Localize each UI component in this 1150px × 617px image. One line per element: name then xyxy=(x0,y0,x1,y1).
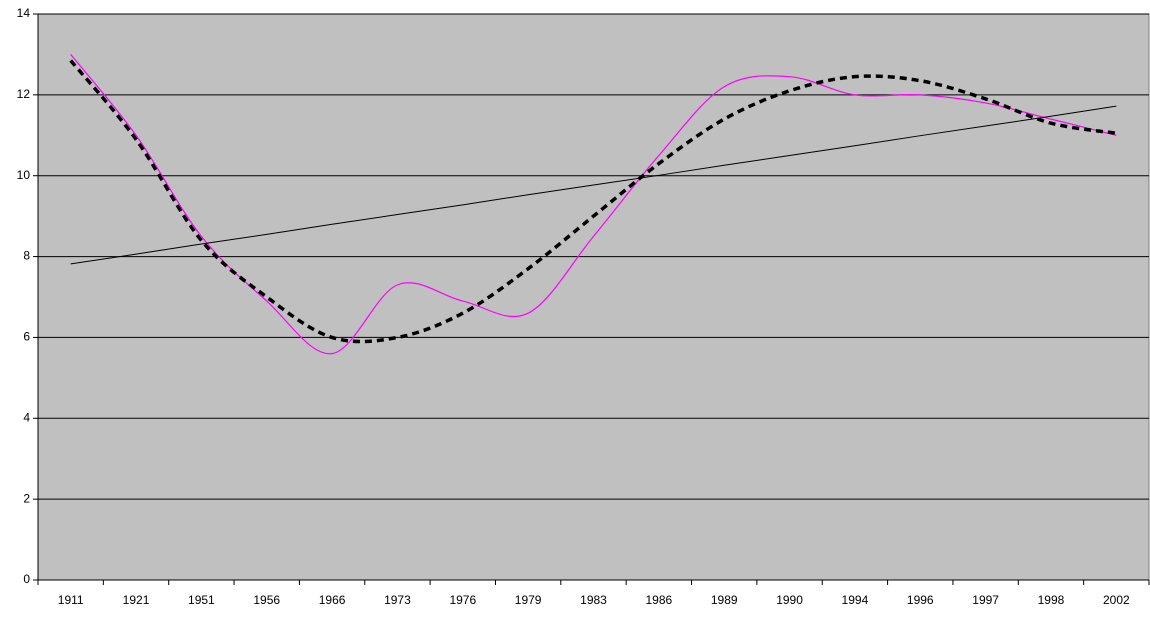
y-tick-label: 8 xyxy=(23,249,30,263)
y-tick-label: 0 xyxy=(23,572,30,586)
y-tick-label: 10 xyxy=(17,168,31,182)
x-tick-label: 1998 xyxy=(1038,593,1065,607)
x-tick-label: 1911 xyxy=(58,593,84,607)
x-tick-label: 1973 xyxy=(384,593,411,607)
series-line xyxy=(70,105,1117,265)
x-tick-label: 1951 xyxy=(188,593,215,607)
x-tick-label: 1996 xyxy=(907,593,934,607)
x-tick-label: 1994 xyxy=(842,593,869,607)
x-tick-label: 2002 xyxy=(1103,593,1130,607)
series-line xyxy=(69,59,1117,344)
x-tick-label: 1966 xyxy=(319,593,346,607)
x-tick-label: 1976 xyxy=(449,593,476,607)
x-tick-label: 1921 xyxy=(123,593,150,607)
x-tick-label: 1979 xyxy=(515,593,542,607)
plot-area xyxy=(37,13,1150,581)
x-tick-label: 1956 xyxy=(253,593,280,607)
y-tick-label: 2 xyxy=(23,491,30,505)
y-tick-label: 12 xyxy=(17,87,31,101)
x-tick-label: 1986 xyxy=(646,593,673,607)
x-tick-label: 1983 xyxy=(580,593,607,607)
y-tick-label: 14 xyxy=(17,6,31,20)
y-tick-label: 6 xyxy=(23,330,30,344)
y-tick-label: 4 xyxy=(23,410,30,424)
x-tick-label: 1997 xyxy=(972,593,999,607)
series-line xyxy=(70,54,1117,355)
x-tick-label: 1990 xyxy=(776,593,803,607)
x-tick-label: 1989 xyxy=(711,593,738,607)
